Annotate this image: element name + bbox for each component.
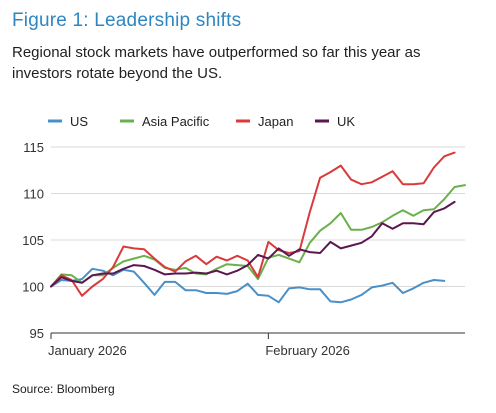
chart-axes: 95 100 105 110 115 January 2026 February 2026: [22, 140, 465, 358]
series-line-japan: [50, 151, 456, 297]
figure-title: Figure 1: Leadership shifts: [12, 10, 242, 31]
legend-label: US: [70, 114, 88, 129]
series-line-uk: [50, 200, 456, 288]
x-tick-label: January 2026: [48, 343, 127, 358]
legend-label: Japan: [258, 114, 293, 129]
y-tick-label: 100: [22, 280, 44, 295]
chart-legend: US Asia Pacific Japan UK: [48, 114, 355, 129]
legend-label: Asia Pacific: [142, 114, 210, 129]
figure-subtitle: Regional stock markets have outperformed…: [12, 44, 421, 82]
y-tick-label: 95: [30, 326, 44, 341]
series-line-us: [50, 267, 446, 304]
chart-series: [50, 151, 466, 304]
y-tick-label: 110: [23, 187, 44, 202]
y-tick-label: 115: [23, 140, 44, 155]
series-line-asia-pacific: [50, 184, 466, 288]
legend-label: UK: [337, 114, 355, 129]
x-tick-label: February 2026: [265, 343, 350, 358]
y-tick-label: 105: [22, 233, 44, 248]
figure-source: Source: Bloomberg: [12, 382, 115, 396]
